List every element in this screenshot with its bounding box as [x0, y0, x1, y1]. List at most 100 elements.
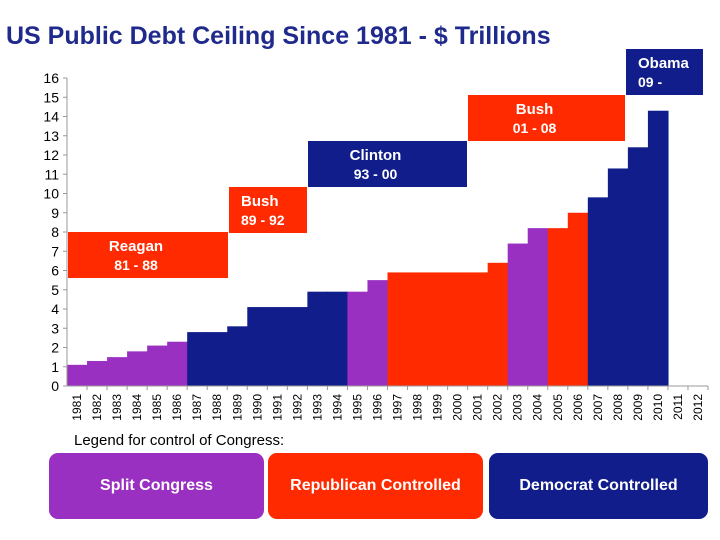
president-box-bg	[229, 187, 307, 233]
president-box-bg	[68, 232, 228, 278]
president-name: Clinton	[350, 147, 402, 164]
president-box-bg	[308, 141, 467, 187]
x-tick-label: 1983	[110, 394, 124, 421]
x-tick-label: 1984	[130, 394, 144, 421]
x-tick-label: 1981	[70, 394, 84, 421]
president-name: Bush	[516, 101, 554, 118]
bar-1987	[187, 332, 208, 386]
president-box-obama: Obama 09 -	[626, 49, 703, 95]
bar-2000	[447, 272, 469, 386]
bar-1982	[87, 360, 108, 386]
legend-title: Legend for control of Congress:	[74, 432, 285, 449]
y-tick-label: 9	[51, 205, 59, 221]
bar-1992	[287, 307, 308, 386]
x-tick-label: 1988	[210, 394, 224, 421]
x-tick-label: 2010	[651, 394, 665, 421]
x-tick-label: 2002	[491, 394, 505, 421]
bar-2010	[647, 110, 669, 386]
bar-1988	[207, 332, 228, 386]
x-tick-label: 1989	[230, 394, 244, 421]
bar-2001	[467, 272, 489, 386]
president-name: Obama	[638, 55, 690, 72]
bar-1985	[147, 345, 168, 386]
president-years: 93 - 00	[354, 166, 398, 182]
y-tick-label: 1	[51, 359, 59, 375]
bar-1997	[387, 272, 409, 386]
x-tick-label: 2000	[451, 394, 465, 421]
president-years: 81 - 88	[114, 257, 158, 273]
president-box-bush: Bush 01 - 08	[468, 95, 625, 141]
x-tick-label: 1996	[370, 394, 384, 421]
x-tick-label: 1991	[270, 394, 284, 421]
x-tick-label: 1986	[170, 394, 184, 421]
legend-republican-label: Republican Controlled	[290, 477, 461, 494]
x-tick-label: 2008	[611, 394, 625, 421]
y-tick-label: 12	[43, 147, 59, 163]
x-tick-label: 1987	[190, 394, 204, 421]
y-tick-label: 3	[51, 320, 59, 336]
bar-2009	[627, 147, 649, 386]
president-name: Reagan	[109, 238, 163, 255]
president-years: 01 - 08	[513, 120, 557, 136]
bar-2008	[607, 168, 629, 386]
president-years: 89 - 92	[241, 212, 285, 228]
bar-1983	[107, 357, 128, 386]
x-tick-label: 2001	[471, 394, 485, 421]
x-tick-label: 2011	[671, 394, 685, 420]
y-tick-label: 2	[51, 340, 59, 356]
bar-2006	[567, 212, 589, 386]
x-tick-label: 2006	[571, 394, 585, 421]
legend-democrat-label: Democrat Controlled	[519, 477, 678, 494]
president-box-bg	[626, 49, 703, 95]
bar-2004	[527, 228, 549, 386]
president-name: Bush	[241, 193, 279, 210]
bar-1996	[367, 280, 389, 386]
y-tick-label: 0	[51, 378, 59, 394]
x-tick-label: 1999	[431, 394, 445, 421]
x-tick-label: 1990	[250, 394, 264, 421]
x-tick-label: 1982	[90, 394, 104, 421]
bar-1999	[427, 272, 449, 386]
x-tick-label: 2003	[511, 394, 525, 421]
y-tick-label: 6	[51, 263, 59, 279]
bar-1998	[407, 272, 429, 386]
y-tick-label: 8	[51, 224, 59, 240]
president-box-bush: Bush 89 - 92	[229, 187, 307, 233]
bar-1995	[347, 291, 369, 386]
bar-2002	[487, 262, 509, 386]
x-tick-label: 2009	[631, 394, 645, 421]
x-tick-label: 1997	[391, 394, 405, 421]
chart-title: US Public Debt Ceiling Since 1981 - $ Tr…	[6, 22, 551, 50]
y-tick-label: 7	[51, 243, 59, 259]
legend-split-label: Split Congress	[100, 477, 213, 494]
y-tick-label: 11	[44, 166, 59, 182]
x-tick-label: 2012	[691, 394, 705, 421]
y-tick-label: 10	[43, 186, 59, 202]
y-tick-label: 16	[43, 70, 59, 86]
legend-split-congress: Split Congress	[49, 453, 264, 519]
bar-2005	[547, 228, 569, 386]
bar-1984	[127, 351, 148, 386]
president-years: 09 -	[638, 74, 662, 90]
y-tick-label: 4	[51, 301, 59, 317]
bar-1986	[167, 341, 188, 386]
legend-democrat-controlled: Democrat Controlled	[489, 453, 708, 519]
bar-2007	[587, 197, 609, 386]
x-tick-label: 1985	[150, 394, 164, 421]
x-tick-label: 2007	[591, 394, 605, 421]
bar-1981	[67, 364, 88, 386]
x-tick-label: 2004	[531, 394, 545, 421]
x-tick-label: 2005	[551, 394, 565, 421]
y-tick-label: 13	[43, 128, 59, 144]
president-box-reagan: Reagan 81 - 88	[68, 232, 228, 278]
y-tick-label: 14	[43, 109, 59, 125]
president-box-clinton: Clinton 93 - 00	[308, 141, 467, 187]
bar-1989	[227, 326, 248, 386]
x-tick-label: 1998	[411, 394, 425, 421]
president-box-bg	[468, 95, 625, 141]
x-tick-label: 1993	[310, 394, 324, 421]
x-tick-label: 1992	[290, 394, 304, 421]
y-tick-label: 15	[43, 89, 59, 105]
bar-1991	[267, 307, 288, 386]
